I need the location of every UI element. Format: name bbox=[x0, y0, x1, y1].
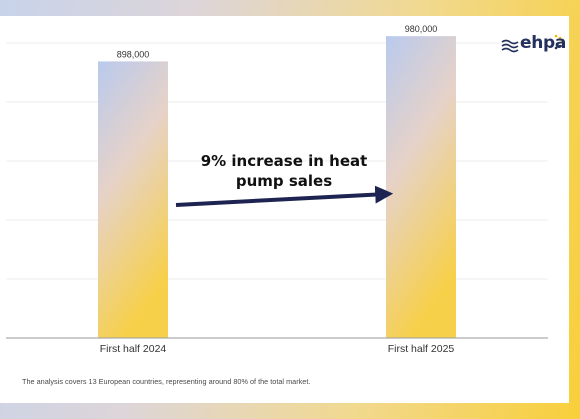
ehpa-logo bbox=[500, 30, 566, 54]
x-tick-labels: First half 2024 First half 2025 bbox=[100, 343, 455, 355]
chart-card: 898,000 980,000 First half 2024 First half… bbox=[0, 16, 569, 403]
annotation-line-1: 9% increase in heat bbox=[201, 152, 368, 170]
gridlines bbox=[6, 42, 548, 280]
ehpa-logo-text: ehpa bbox=[520, 33, 567, 53]
bar-2 bbox=[386, 36, 456, 338]
value-labels: 898,000 980,000 bbox=[117, 24, 438, 59]
bars bbox=[98, 36, 456, 338]
value-label-1: 898,000 bbox=[117, 49, 150, 59]
annotation-line-2: pump sales bbox=[236, 172, 332, 190]
footnote: The analysis covers 13 European countrie… bbox=[22, 377, 311, 386]
increase-annotation: 9% increase in heat pump sales bbox=[201, 152, 368, 190]
x-tick-label-1: First half 2024 bbox=[100, 343, 167, 355]
value-label-2: 980,000 bbox=[405, 24, 438, 34]
x-tick-label-2: First half 2025 bbox=[388, 343, 455, 355]
ehpa-wave-icon bbox=[501, 34, 564, 53]
bar-1 bbox=[98, 61, 168, 338]
increase-arrow bbox=[175, 185, 394, 207]
